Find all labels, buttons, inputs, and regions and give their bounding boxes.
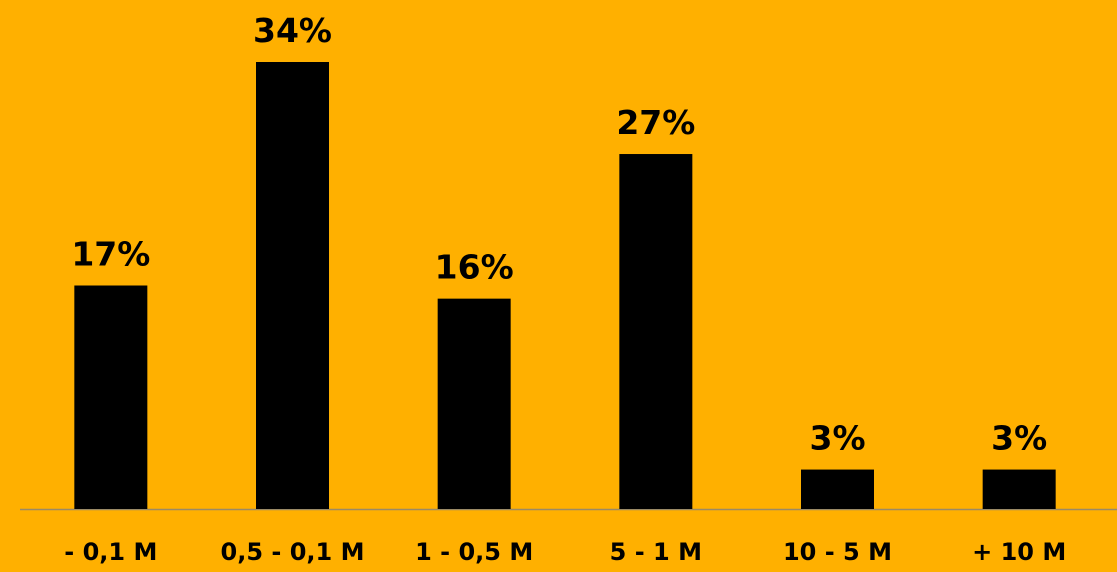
bar (74, 285, 148, 509)
x-tick-label: 0,5 - 0,1 M (221, 538, 365, 566)
data-label: 34% (253, 11, 332, 50)
bars-group (74, 62, 1056, 509)
x-tick-labels-group: - 0,1 M 0,5 - 0,1 M 1 - 0,5 M 5 - 1 M 10 - 5… (64, 538, 1066, 566)
data-label: 27% (616, 103, 695, 142)
data-label: 3% (991, 419, 1047, 458)
x-tick-label: - 0,1 M (64, 538, 157, 566)
x-tick-label: 1 - 0,5 M (415, 538, 533, 566)
x-tick-label: 5 - 1 M (610, 538, 702, 566)
bar (619, 154, 693, 509)
data-label: 16% (435, 248, 514, 287)
data-label: 17% (71, 235, 150, 274)
bar (437, 298, 511, 509)
x-tick-label: 10 - 5 M (783, 538, 892, 566)
bar (801, 469, 874, 509)
data-label: 3% (809, 419, 865, 458)
bar (982, 469, 1056, 509)
value-labels-group: 17% 34% 16% 27% 3% 3% (71, 11, 1047, 458)
bar (256, 62, 329, 509)
x-tick-label: + 10 M (972, 538, 1066, 566)
